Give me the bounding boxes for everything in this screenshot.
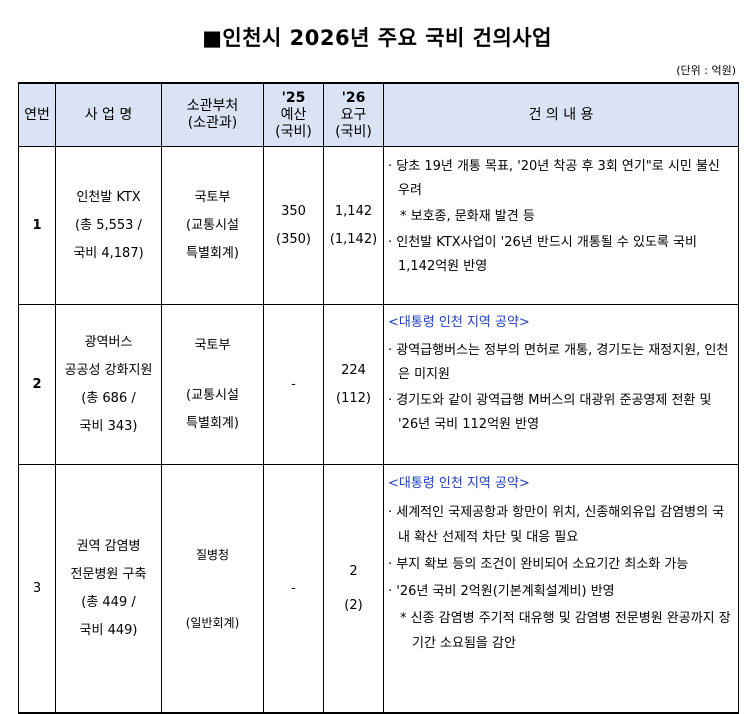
pledge-label: <대통령 인천 지역 공약> [388, 476, 530, 491]
header-request26: '26 요구 (국비) [323, 82, 384, 147]
row-no: 3 [18, 464, 56, 714]
header-ministry: 소관부처 (소관과) [161, 82, 264, 147]
bullet-item: · '26년 국비 2억원(기본계획설계비) 반영 [388, 584, 615, 599]
project-name: 권역 감염병 전문병원 구축 (총 449 /국비 449) [55, 464, 162, 714]
unit-label: (단위 : 억원) [676, 64, 736, 77]
proposal-content: <대통령 인천 지역 공약> · 세계적인 국제공항과 항만이 위치, 신종해외… [383, 464, 739, 714]
bullet-item: · 인천발 KTX사업이 '26년 반드시 개통될 수 있도록 국비1,142억… [388, 235, 697, 274]
header-content: 건 의 내 용 [383, 82, 739, 147]
ministry: 국토부 (교통시설 특별회계) [161, 146, 264, 305]
project-name: 광역버스 공공성 강화지원 (총 686 /국비 343) [55, 304, 162, 465]
request26: 1,142 (1,142) [323, 146, 384, 305]
request26: 224 (112) [323, 304, 384, 465]
budget25: - [263, 464, 324, 714]
bullet-item: · 세계적인 국제공항과 항만이 위치, 신종해외유입 감염병의 국내 확산 선… [388, 505, 725, 545]
row-no: 1 [18, 146, 56, 305]
table-row: 3 권역 감염병 전문병원 구축 (총 449 /국비 449) 질병청 (일반회계)… [18, 464, 739, 714]
ministry: 질병청 (일반회계) [161, 464, 264, 714]
budget25: - [263, 304, 324, 465]
header-no: 연번 [18, 82, 56, 147]
request26: 2 (2) [323, 464, 384, 714]
header-budget25: '25 예산 (국비) [263, 82, 324, 147]
bullet-item: · 당초 19년 개통 목표, '20년 착공 후 3회 연기"로 시민 불신 … [388, 159, 720, 198]
proposal-content: <대통령 인천 지역 공약> · 광역급행버스는 정부의 면허로 개통, 경기도… [383, 304, 739, 465]
row-no: 2 [18, 304, 56, 465]
bullet-item: · 부지 확보 등의 조건이 완비되어 소요기간 최소화 가능 [388, 557, 689, 572]
note: * 신종 감염병 주기적 대유행 및 감염병 전문병원 완공까지 장기간 소요됨… [400, 611, 731, 651]
pledge-label: <대통령 인천 지역 공약> [388, 315, 530, 330]
project-name: 인천발 KTX (총 5,553 /국비 4,187) [55, 146, 162, 305]
page-title: ■인천시 2026년 주요 국비 건의사업 [202, 26, 552, 50]
bullet-item: · 광역급행버스는 정부의 면허로 개통, 경기도는 재정지원, 인천은 미지원 [388, 343, 729, 382]
header-project: 사 업 명 [55, 82, 162, 147]
proposal-table: 연번 사 업 명 소관부처 (소관과) '25 예산 (국비) '26 요구 (국비) 건… [18, 82, 739, 714]
header-row: 연번 사 업 명 소관부처 (소관과) '25 예산 (국비) '26 요구 (국비) 건… [18, 82, 739, 147]
ministry: 국토부 (교통시설 특별회계) [161, 304, 264, 465]
table-row: 2 광역버스 공공성 강화지원 (총 686 /국비 343) 국토부 (교통시설 특별… [18, 304, 739, 465]
note: * 보호종, 문화재 발견 등 [400, 209, 535, 224]
proposal-content: · 당초 19년 개통 목표, '20년 착공 후 3회 연기"로 시민 불신 … [383, 146, 739, 305]
bullet-item: · 경기도와 같이 광역급행 M버스의 대광위 준공영제 전환 및 '26년 국… [388, 393, 712, 432]
budget25: 350 (350) [263, 146, 324, 305]
table-row: 1 인천발 KTX (총 5,553 /국비 4,187) 국토부 (교통시설 특별회… [18, 146, 739, 305]
